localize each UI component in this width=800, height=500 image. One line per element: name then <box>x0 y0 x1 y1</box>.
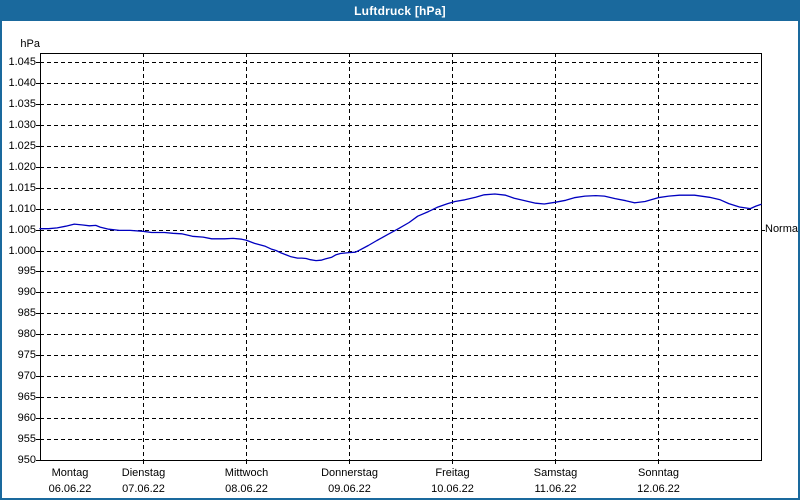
y-tick-label: 990 <box>17 285 36 298</box>
y-tick-label: 1.040 <box>8 76 36 89</box>
weekday-label: Sonntag <box>638 467 679 479</box>
y-tick-label: 1.025 <box>8 139 36 152</box>
weekday-label: Mittwoch <box>224 467 269 479</box>
y-tick-label: 975 <box>17 348 36 361</box>
y-tick-label: 960 <box>17 411 36 424</box>
plot-border-box <box>40 53 762 461</box>
y-tick-label: 1.010 <box>8 202 36 215</box>
weekday-label: Freitag <box>435 467 470 479</box>
gridlines <box>40 53 761 460</box>
date-label: 07.06.22 <box>122 483 165 495</box>
date-label: 10.06.22 <box>431 483 474 495</box>
y-tick-label: 1.030 <box>8 118 36 131</box>
window-title: Luftdruck [hPa] <box>354 3 446 18</box>
y-tick-label: 1.000 <box>8 244 36 257</box>
date-label: 09.06.22 <box>328 483 371 495</box>
y-tick-label: 980 <box>17 327 36 340</box>
pressure-curve <box>39 193 762 262</box>
y-tick-label: 950 <box>17 453 36 466</box>
y-tick-label: 1.015 <box>8 181 36 194</box>
normal-pressure-label: Normal <box>765 223 800 235</box>
weekday-label: Donnerstag <box>321 467 378 479</box>
y-tick-label: 965 <box>17 390 36 403</box>
y-tick-label: 1.005 <box>8 223 36 236</box>
y-tick-label: 1.020 <box>8 160 36 173</box>
weekday-label: Montag <box>51 467 89 479</box>
y-tick-label: 985 <box>17 306 36 319</box>
y-axis-unit-label: hPa <box>20 38 40 50</box>
date-label: 11.06.22 <box>534 483 577 495</box>
window-titlebar[interactable]: Luftdruck [hPa] <box>0 0 800 21</box>
y-tick-label: 955 <box>17 432 36 445</box>
y-tick-label: 1.045 <box>8 55 36 68</box>
date-label: 08.06.22 <box>225 483 268 495</box>
y-tick-label: 995 <box>17 264 36 277</box>
pressure-series-line <box>39 193 762 262</box>
plot-border <box>40 53 762 461</box>
weekday-label: Samstag <box>533 467 578 479</box>
y-tick-label: 1.035 <box>8 97 36 110</box>
weekday-label: Dienstag <box>121 467 166 479</box>
axis-ticks <box>36 62 765 464</box>
date-label: 12.06.22 <box>637 483 680 495</box>
date-label: 06.06.22 <box>48 483 92 495</box>
y-tick-label: 970 <box>17 369 36 382</box>
